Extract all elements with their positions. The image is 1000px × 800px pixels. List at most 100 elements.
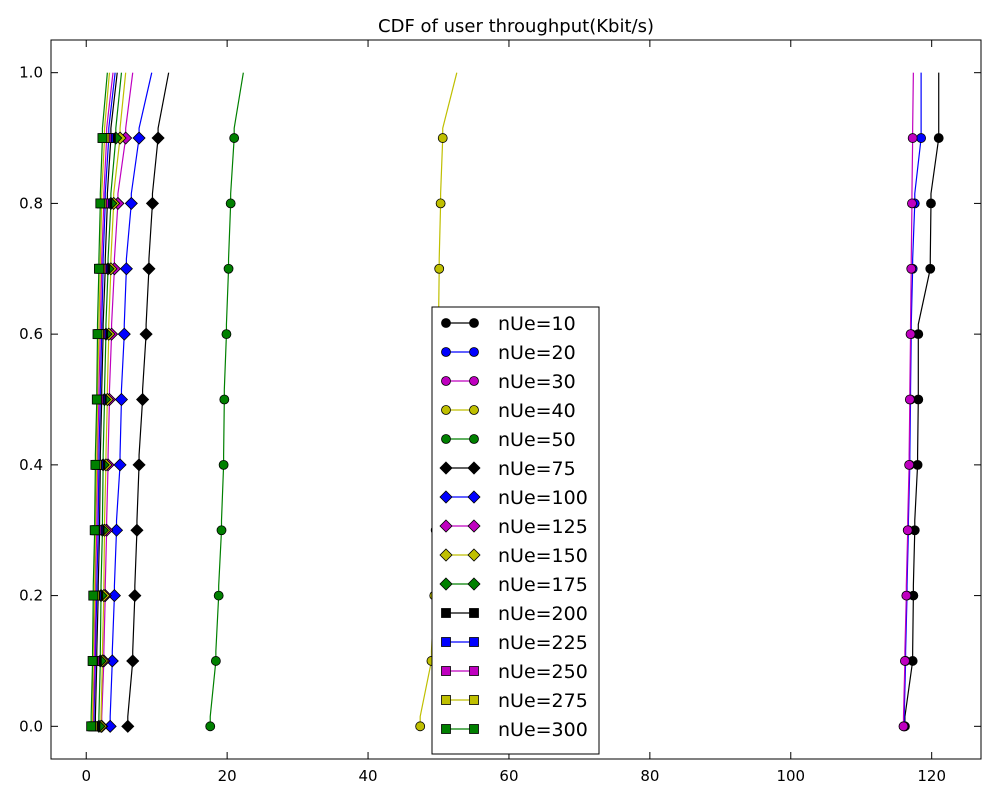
data-point bbox=[142, 262, 156, 276]
legend-marker bbox=[439, 519, 453, 533]
axes: 0 20 40 60 80 100 120 0.0 0.2 0.4 0.6 0.8 1.0 bbox=[19, 39, 982, 785]
legend-marker bbox=[467, 490, 481, 504]
data-point bbox=[900, 656, 910, 666]
data-point bbox=[117, 327, 131, 341]
data-point bbox=[119, 262, 133, 276]
legend-label: nUe=40 bbox=[498, 400, 576, 422]
legend-marker bbox=[469, 318, 479, 328]
data-point bbox=[151, 131, 165, 145]
legend: nUe=10 nUe=20 nUe=30 nUe=40 nUe=50 nUe=75 nUe=… bbox=[431, 306, 600, 755]
data-point bbox=[121, 719, 135, 733]
data-point bbox=[87, 656, 98, 666]
legend-entry: nUe=10 bbox=[441, 313, 576, 335]
legend-marker bbox=[439, 461, 453, 475]
data-point bbox=[216, 525, 227, 536]
legend-label: nUe=150 bbox=[498, 545, 588, 567]
data-point bbox=[145, 196, 160, 210]
x-tick-label: 60 bbox=[499, 767, 518, 785]
data-point bbox=[219, 394, 230, 405]
data-point bbox=[933, 133, 944, 143]
data-point bbox=[907, 198, 917, 209]
legend-label: nUe=225 bbox=[498, 632, 588, 654]
legend-label: nUe=75 bbox=[498, 458, 576, 480]
legend-entry: nUe=300 bbox=[441, 719, 588, 741]
data-point bbox=[415, 721, 426, 732]
legend-marker bbox=[441, 434, 451, 444]
data-point bbox=[88, 590, 99, 601]
series-nUe=300 bbox=[86, 72, 108, 732]
data-point bbox=[132, 131, 146, 145]
legend-marker bbox=[441, 695, 451, 705]
data-point bbox=[92, 329, 103, 340]
data-point bbox=[128, 589, 142, 603]
legend-label: nUe=175 bbox=[498, 574, 588, 596]
legend-marker bbox=[469, 608, 479, 618]
x-tick-label: 100 bbox=[776, 767, 805, 785]
legend-label: nUe=50 bbox=[498, 429, 576, 451]
legend-marker bbox=[441, 724, 451, 734]
data-point bbox=[89, 525, 100, 536]
legend-entry: nUe=50 bbox=[441, 429, 576, 451]
data-point bbox=[94, 263, 104, 274]
legend-label: nUe=200 bbox=[498, 603, 588, 625]
x-tick-label: 80 bbox=[640, 767, 659, 785]
legend-entry: nUe=175 bbox=[439, 574, 588, 596]
series-nUe=75 bbox=[121, 72, 170, 733]
legend-marker bbox=[441, 376, 451, 386]
data-point bbox=[210, 656, 221, 666]
legend-marker bbox=[467, 519, 481, 533]
data-point bbox=[904, 459, 915, 470]
y-tick-label: 0.4 bbox=[19, 456, 43, 474]
legend-entry: nUe=200 bbox=[441, 603, 588, 625]
legend-marker bbox=[467, 548, 481, 562]
chart-title: CDF of user throughput(Kbit/s) bbox=[378, 16, 654, 37]
legend-marker bbox=[467, 577, 481, 591]
data-point bbox=[97, 133, 108, 143]
legend-marker bbox=[441, 608, 451, 618]
legend-entry: nUe=250 bbox=[441, 661, 588, 683]
data-point bbox=[906, 263, 917, 274]
data-point bbox=[916, 133, 927, 143]
y-tick-label: 1.0 bbox=[19, 64, 43, 82]
data-point bbox=[109, 523, 124, 537]
data-point bbox=[434, 263, 445, 274]
data-point bbox=[905, 329, 916, 340]
series-nUe=30 bbox=[898, 72, 918, 732]
legend-marker bbox=[469, 405, 479, 415]
legend-entry: nUe=100 bbox=[439, 487, 588, 509]
x-tick-label: 0 bbox=[81, 767, 91, 785]
legend-entry: nUe=30 bbox=[441, 371, 576, 393]
legend-marker bbox=[469, 637, 479, 647]
data-point bbox=[114, 392, 129, 407]
legend-marker bbox=[441, 666, 451, 676]
legend-entry: nUe=20 bbox=[441, 342, 576, 364]
data-point bbox=[902, 525, 913, 536]
data-point bbox=[437, 133, 448, 143]
x-tick-label: 40 bbox=[358, 767, 377, 785]
legend-entry: nUe=150 bbox=[439, 545, 588, 567]
data-point bbox=[901, 590, 912, 601]
data-point bbox=[113, 458, 127, 472]
y-tick-label: 0.2 bbox=[19, 587, 43, 605]
legend-marker bbox=[469, 695, 479, 705]
legend-marker bbox=[439, 548, 453, 562]
series-nUe=100 bbox=[103, 72, 153, 733]
data-point bbox=[213, 590, 224, 601]
data-point bbox=[130, 523, 144, 537]
data-point bbox=[225, 198, 236, 209]
data-point bbox=[91, 394, 102, 405]
plot-area bbox=[86, 72, 944, 733]
plot-frame bbox=[50, 39, 982, 760]
data-point bbox=[126, 654, 140, 668]
data-point bbox=[435, 198, 446, 209]
legend-marker bbox=[469, 724, 479, 734]
legend-marker bbox=[441, 637, 451, 647]
legend-marker bbox=[469, 347, 479, 357]
legend-label: nUe=300 bbox=[498, 719, 588, 741]
legend-marker bbox=[441, 347, 451, 357]
legend-entry: nUe=225 bbox=[441, 632, 588, 654]
data-point bbox=[223, 263, 234, 274]
data-point bbox=[136, 392, 150, 407]
data-point bbox=[925, 263, 936, 274]
